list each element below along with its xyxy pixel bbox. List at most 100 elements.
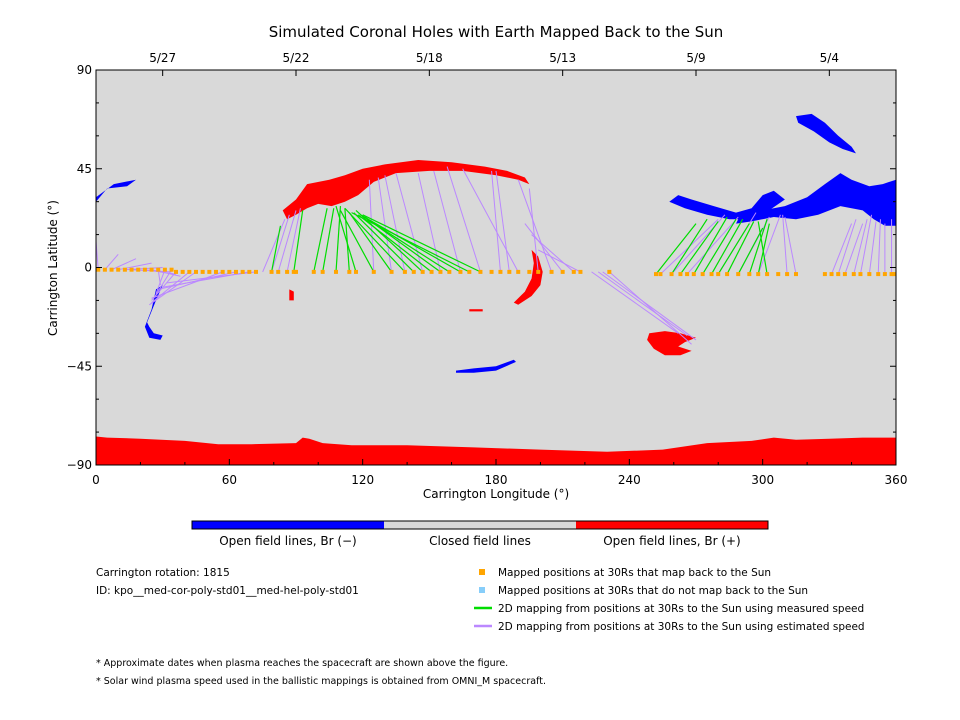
mapped-position-point-49 [516, 269, 521, 274]
mapped-position-point-33 [347, 269, 352, 274]
estimated-mapping-line-2 [111, 258, 137, 271]
measured-mapping-line-19 [671, 218, 708, 275]
measured-mapping-line-24 [717, 223, 750, 275]
positive-open-region-5 [469, 309, 483, 312]
colorbar-closed [384, 521, 576, 529]
mapped-position-point-55 [578, 269, 583, 274]
mapped-position-point-75 [829, 272, 834, 277]
estimated-mapping-line-12 [151, 271, 190, 303]
estimated-mapping-line-51 [844, 223, 864, 275]
mapped-position-point-8 [149, 267, 154, 272]
measured-mapping-line-26 [737, 227, 764, 275]
colorbar-negative [192, 521, 384, 529]
mapped-position-point-39 [420, 269, 425, 274]
mapped-position-point-34 [354, 269, 358, 274]
mapped-position-point-53 [560, 269, 565, 274]
estimated-mapping-line-23 [495, 170, 510, 272]
estimated-mapping-line-36 [537, 249, 581, 273]
mapped-position-point-41 [438, 269, 443, 274]
estimated-mapping-line-26 [433, 170, 461, 273]
mapped-positions [96, 267, 896, 277]
estimated-mapping-line-48 [784, 216, 797, 275]
measured-mapping-line-0 [270, 225, 282, 273]
mapped-position-point-44 [467, 269, 472, 274]
mapped-position-point-69 [756, 272, 761, 277]
estimated-mapping-line-38 [597, 271, 688, 336]
measured-mapping-line-3 [322, 208, 335, 272]
date-label-1: 5/22 [283, 51, 310, 65]
measured-mapping-line-27 [748, 219, 768, 275]
mapped-position-point-81 [876, 272, 881, 277]
estimated-mapping-line-40 [609, 271, 692, 345]
estimated-mapping-line-10 [153, 269, 172, 299]
mapped-position-point-12 [174, 269, 178, 274]
mapped-position-point-47 [498, 269, 503, 274]
x-tick-label-0: 0 [92, 473, 100, 487]
estimated-mapping-line-53 [859, 214, 873, 275]
date-label-4: 5/9 [686, 51, 705, 65]
mapped-position-point-82 [882, 272, 887, 277]
mapped-position-point-17 [207, 269, 212, 274]
estimated-mapping-line-24 [462, 168, 519, 273]
mapped-position-point-59 [669, 272, 674, 277]
legend-unmapped-marker [479, 587, 485, 593]
mapped-position-point-13 [180, 269, 185, 274]
measured-mapping-line-21 [693, 216, 728, 275]
mapped-position-point-22 [240, 269, 245, 274]
estimated-mapping-line-47 [782, 214, 788, 275]
colorbar-label-positive: Open field lines, Br (+) [603, 534, 741, 548]
measured-mapping-line-28 [757, 223, 770, 275]
mapped-position-point-28 [291, 269, 296, 274]
colorbar: Open field lines, Br (−) Closed field li… [191, 520, 769, 548]
estimated-mapping-line-19 [271, 214, 290, 273]
mapped-position-point-29 [294, 269, 298, 274]
estimated-mapping-line-25 [446, 166, 481, 273]
mapped-position-point-45 [478, 269, 483, 274]
estimated-speed-mappings [95, 166, 897, 345]
mapped-position-point-37 [402, 269, 407, 274]
footnote-dates: * Approximate dates when plasma reaches … [96, 658, 508, 669]
mapped-position-point-66 [725, 272, 730, 277]
measured-mapping-line-18 [655, 223, 697, 275]
estimated-mapping-line-1 [104, 254, 119, 271]
mapped-position-point-74 [822, 272, 827, 277]
mapped-position-point-52 [549, 269, 554, 274]
date-label-3: 5/13 [549, 51, 576, 65]
mapped-position-point-70 [765, 272, 770, 277]
mapped-position-point-83 [889, 272, 894, 277]
mapped-position-point-1 [102, 267, 107, 272]
mapped-position-point-3 [116, 267, 121, 272]
estimated-mapping-line-52 [853, 219, 868, 275]
estimated-mapping-line-14 [151, 271, 223, 299]
y-tick-label-2: 0 [84, 261, 92, 275]
negative-open-region-6 [96, 179, 136, 202]
mapped-position-point-14 [187, 269, 192, 274]
mapped-position-point-46 [489, 269, 494, 274]
estimated-mapping-line-20 [277, 210, 297, 273]
date-label-5: 5/4 [820, 51, 839, 65]
date-label-2: 5/18 [416, 51, 443, 65]
estimated-mapping-line-32 [528, 188, 539, 272]
estimated-mapping-line-43 [686, 216, 739, 275]
measured-mapping-line-23 [711, 218, 744, 275]
mapped-position-point-24 [254, 269, 258, 274]
positive-open-region-0 [96, 436, 896, 465]
estimated-mapping-line-13 [149, 271, 197, 306]
x-tick-label-2: 120 [351, 473, 374, 487]
mapped-position-point-2 [109, 267, 114, 272]
mapped-position-point-16 [200, 269, 205, 274]
mapped-position-point-18 [214, 269, 218, 274]
mapped-position-point-40 [429, 269, 434, 274]
measured-mapping-line-7 [339, 210, 375, 273]
y-tick-label-4: 90 [77, 63, 92, 77]
mapped-position-point-84 [892, 272, 896, 277]
y-axis-label: Carrington Latitude (°) [46, 200, 60, 336]
positive-open-region-4 [289, 289, 294, 301]
measured-mapping-line-2 [313, 208, 328, 273]
estimated-mapping-line-37 [591, 271, 679, 334]
measured-mapping-line-10 [353, 212, 415, 273]
legend: Mapped positions at 30Rs that map back t… [474, 567, 865, 633]
mapped-position-point-31 [320, 269, 325, 274]
measured-mapping-line-9 [344, 207, 406, 273]
